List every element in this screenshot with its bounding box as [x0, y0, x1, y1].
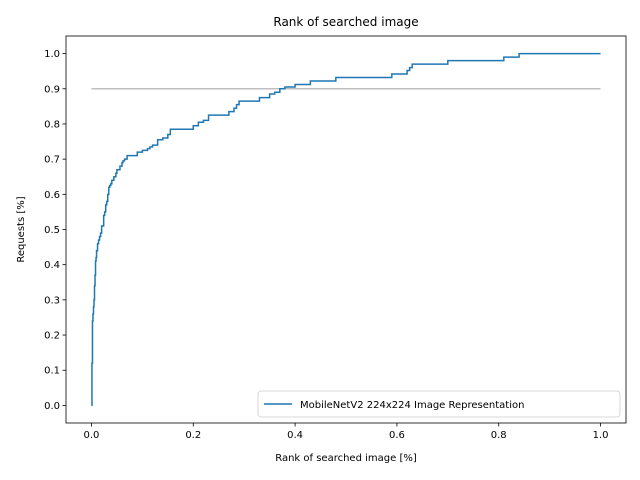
- legend: MobileNetV2 224x224 Image Representation: [257, 390, 621, 418]
- y-tick-label: 0.9: [44, 84, 60, 95]
- y-tick-label: 1.0: [44, 49, 60, 60]
- y-tick-label: 0.3: [44, 295, 60, 306]
- plot-background: [66, 36, 626, 423]
- legend-label: MobileNetV2 224x224 Image Representation: [300, 400, 524, 411]
- x-tick-label: 0.2: [185, 430, 201, 441]
- y-tick-label: 0.4: [44, 260, 60, 271]
- x-tick-label: 0.0: [84, 430, 100, 441]
- y-tick-label: 0.2: [44, 331, 60, 342]
- legend-box: [257, 390, 621, 418]
- series-line: [91, 52, 601, 407]
- x-tick-label: 1.0: [593, 430, 609, 441]
- x-tick-label: 0.8: [491, 430, 507, 441]
- y-tick-label: 0.5: [44, 225, 60, 236]
- x-tick-label: 0.4: [287, 430, 303, 441]
- y-tick-label: 0.1: [44, 366, 60, 377]
- y-tick-label: 0.7: [44, 155, 60, 166]
- y-tick-label: 0.0: [44, 401, 60, 412]
- y-axis-label: Requests [%]: [16, 196, 27, 262]
- x-axis-label: Rank of searched image [%]: [275, 453, 417, 464]
- plot-area: [65, 35, 627, 424]
- y-tick-label: 0.8: [44, 119, 60, 130]
- x-tick-label: 0.6: [389, 430, 405, 441]
- x-axis-ticks: 0.0 0.2 0.4 0.6 0.8 1.0: [84, 423, 609, 441]
- series-layer: [91, 52, 601, 407]
- y-axis-ticks: 0.0 0.1 0.2 0.3 0.4 0.5 0.6 0.7 0.8 0.9 1.0: [44, 49, 66, 412]
- chart-title: Rank of searched image: [273, 15, 418, 29]
- y-tick-label: 0.6: [44, 190, 60, 201]
